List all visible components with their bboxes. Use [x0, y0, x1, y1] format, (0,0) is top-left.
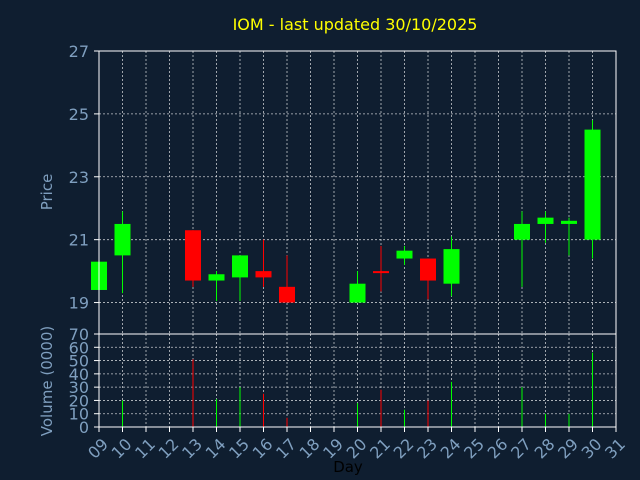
candle-body	[373, 271, 389, 274]
candle-body	[185, 230, 201, 281]
candle-body	[420, 258, 436, 281]
price-tick-label: 27	[69, 42, 89, 61]
volume-tick-label: 0	[79, 418, 89, 437]
volume-tick-label: 50	[69, 352, 89, 371]
volume-tick-label: 20	[69, 391, 89, 410]
candle-body	[255, 271, 272, 278]
candle-body	[114, 223, 131, 256]
candle-body	[349, 283, 366, 303]
x-tick-labels: 0910111213141516171819202122232425262728…	[84, 427, 629, 462]
candle-body	[584, 129, 601, 240]
price-tick-labels: 19 21 23 25 27	[69, 42, 99, 313]
price-axis-label: Price	[38, 174, 56, 211]
x-tick-label: 31	[601, 435, 629, 463]
price-tick-label: 25	[69, 105, 89, 124]
candle-body	[208, 274, 225, 281]
price-tick-label: 19	[69, 294, 89, 313]
candle-body	[443, 249, 460, 284]
price-grid	[99, 51, 616, 334]
price-candles	[91, 120, 601, 303]
volume-tick-label: 70	[69, 325, 89, 344]
price-tick-label: 21	[69, 231, 89, 250]
x-axis-label: Day	[333, 458, 363, 476]
candle-body	[537, 217, 554, 224]
candle-body	[561, 220, 577, 224]
volume-tick-label: 40	[69, 365, 89, 384]
candle-body	[232, 255, 248, 278]
candle-body	[514, 223, 530, 240]
volume-tick-label: 10	[69, 405, 89, 424]
volume-axis-label: Volume (0000)	[38, 326, 56, 436]
volume-bars	[122, 352, 593, 427]
volume-tick-label: 30	[69, 378, 89, 397]
candle-body	[279, 286, 295, 303]
chart-title: IOM - last updated 30/10/2025	[233, 15, 478, 34]
price-tick-label: 23	[69, 168, 89, 187]
volume-tick-label: 60	[69, 338, 89, 357]
candle-body	[396, 250, 413, 259]
